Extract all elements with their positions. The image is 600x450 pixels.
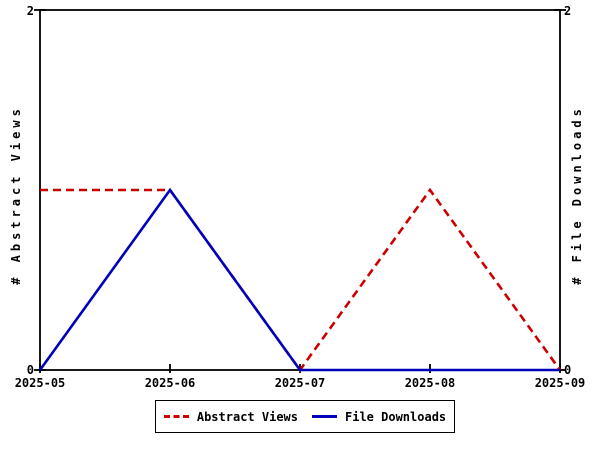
y-axis-tick-label-right-top: 2 (564, 4, 572, 18)
y-axis-tick-label-left-bottom: 0 (26, 363, 34, 377)
series-line-file-downloads (38, 187, 560, 372)
legend-label-abstract-views: Abstract Views (196, 409, 298, 424)
axis-ticks (34, 9, 566, 373)
legend-line-sample-abstract-views (163, 415, 189, 418)
y-axis-tick-label-right-bottom: 0 (564, 363, 572, 377)
series-line-abstract-views (40, 187, 562, 373)
x-tick-label: 2025-08 (404, 376, 456, 390)
y-axis-label-right: # File Downloads (570, 105, 584, 285)
legend-item-file-downloads: File Downloads (312, 410, 446, 424)
legend-item-abstract-views: Abstract Views (163, 409, 298, 424)
series-lines (38, 187, 562, 373)
legend-label-file-downloads: File Downloads (345, 409, 447, 424)
x-tick-label: 2025-06 (144, 376, 196, 390)
legend-line-sample-file-downloads (312, 415, 337, 418)
x-tick-label: 2025-07 (274, 376, 326, 390)
legend-box: Abstract Views File Downloads (155, 400, 455, 433)
x-tick-label: 2025-05 (14, 376, 66, 390)
x-tick-label: 2025-09 (534, 376, 586, 390)
y-axis-tick-label-left-top: 2 (26, 4, 34, 18)
y-axis-label-left: # Abstract Views (9, 105, 23, 285)
